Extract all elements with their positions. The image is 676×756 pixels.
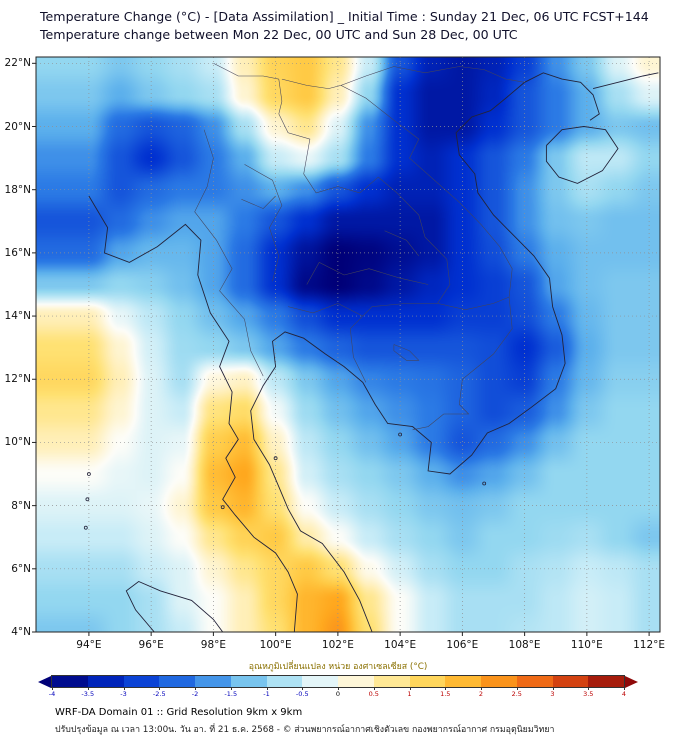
colorbar-tick-label: -1.5 (224, 690, 238, 698)
colorbar-tick-labels: -4 -3.5 -3 -2.5 -2 -1.5 -1 -0.5 0 0.5 1 1.5 2 2.5 3 3.5… (38, 687, 638, 700)
lon-tick-label: 96°E (138, 639, 164, 651)
colorbar-tick-mark (230, 687, 232, 690)
colorbar-tick-mark (588, 687, 590, 690)
colorbar-right-arrow (625, 675, 638, 688)
colorbar-segment (481, 676, 517, 687)
lon-tick-label: 102°E (321, 639, 354, 651)
footer-update-info: ปรับปรุงข้อมูล ณ เวลา 13:00น. วัน อา. ที… (55, 725, 555, 735)
colorbar-tick-label: 0.5 (368, 690, 379, 698)
colorbar-segment (123, 676, 160, 687)
title-block: Temperature Change (°C) - [Data Assimila… (40, 8, 649, 44)
colorbar-segment (445, 676, 481, 687)
colorbar-tick-label: -3 (120, 690, 127, 698)
colorbar-segment (516, 676, 553, 687)
colorbar-tick-mark (481, 687, 482, 690)
temperature-change-heatmap (36, 57, 660, 632)
colorbar-segment (52, 676, 88, 687)
colorbar-tick-mark (123, 687, 125, 690)
colorbar-tick-label: -0.5 (295, 690, 309, 698)
colorbar-segment (302, 676, 338, 687)
colorbar: อุณหภูมิเปลี่ยนแปลง หน่วย องศาเซลเซียส (… (38, 659, 638, 700)
colorbar-tick-label: -2.5 (152, 690, 166, 698)
colorbar-tick-mark (159, 687, 161, 690)
lon-tick-label: 112°E (633, 639, 666, 651)
colorbar-tick-label: -4 (48, 690, 56, 698)
colorbar-tick-label: 1.5 (440, 690, 451, 698)
lon-tick-label: 100°E (259, 639, 292, 651)
colorbar-tick-mark (552, 687, 554, 690)
colorbar-segment (159, 676, 195, 687)
lon-tick-label: 94°E (76, 639, 102, 651)
colorbar-tick-label: -1 (263, 690, 270, 698)
footer-block: WRF-DA Domain 01 :: Grid Resolution 9km … (55, 707, 554, 736)
colorbar-segment (338, 676, 374, 687)
colorbar-segment (87, 676, 124, 687)
lat-tick-label: 4°N (11, 626, 31, 638)
colorbar-label: อุณหภูมิเปลี่ยนแปลง หน่วย องศาเซลเซียส (… (248, 662, 428, 672)
colorbar-tick-label: 3 (550, 690, 555, 698)
lon-tick-label: 106°E (446, 639, 479, 651)
lon-tick-label: 108°E (508, 639, 541, 651)
colorbar-tick-mark (516, 687, 518, 690)
colorbar-tick-label: 2 (478, 690, 484, 698)
colorbar-tick-mark (266, 687, 268, 690)
colorbar-segment (409, 676, 446, 687)
lat-tick-label: 22°N (4, 57, 31, 70)
colorbar-tick-mark (195, 687, 196, 690)
colorbar-tick-mark (87, 687, 89, 690)
colorbar-tick-label: -3.5 (81, 690, 95, 698)
lat-tick-label: 8°N (11, 499, 31, 512)
colorbar-segment (195, 676, 231, 687)
map-subtitle: Temperature change between Mon 22 Dec, 0… (40, 27, 518, 42)
lat-tick-label: 18°N (4, 183, 31, 196)
colorbar-left-arrow (38, 675, 51, 688)
colorbar-tick-mark (409, 687, 411, 690)
footer-domain-info: WRF-DA Domain 01 :: Grid Resolution 9km … (55, 707, 303, 718)
colorbar-tick-label: 3.5 (583, 690, 594, 698)
colorbar-segment (266, 676, 303, 687)
colorbar-segment (552, 676, 589, 687)
colorbar-segment (588, 676, 624, 687)
colorbar-tick-label: 4 (621, 690, 627, 698)
colorbar-segment (373, 676, 410, 687)
colorbar-tick-mark (52, 687, 53, 690)
colorbar-segment (230, 676, 267, 687)
lat-tick-label: 10°N (4, 436, 31, 449)
colorbar-tick-mark (338, 687, 339, 690)
colorbar-tick-label: 2.5 (511, 690, 522, 698)
colorbar-tick-label: 1 (407, 690, 412, 698)
lat-tick-label: 6°N (11, 562, 31, 575)
colorbar-tick-mark (373, 687, 375, 690)
lon-tick-label: 110°E (570, 639, 603, 651)
lat-tick-label: 12°N (4, 373, 31, 386)
colorbar-tick-mark (302, 687, 304, 690)
colorbar-tick-label: -2 (191, 690, 199, 698)
lat-tick-label: 20°N (4, 120, 31, 133)
lon-tick-label: 104°E (384, 639, 417, 651)
lon-tick-label: 98°E (200, 639, 227, 651)
lat-tick-label: 14°N (4, 310, 31, 323)
colorbar-tick-mark (624, 687, 625, 690)
colorbar-tick-label: 0 (335, 690, 341, 698)
map-title: Temperature Change (°C) - [Data Assimila… (40, 9, 649, 24)
lat-tick-label: 16°N (4, 246, 31, 259)
colorbar-tick-mark (445, 687, 447, 690)
